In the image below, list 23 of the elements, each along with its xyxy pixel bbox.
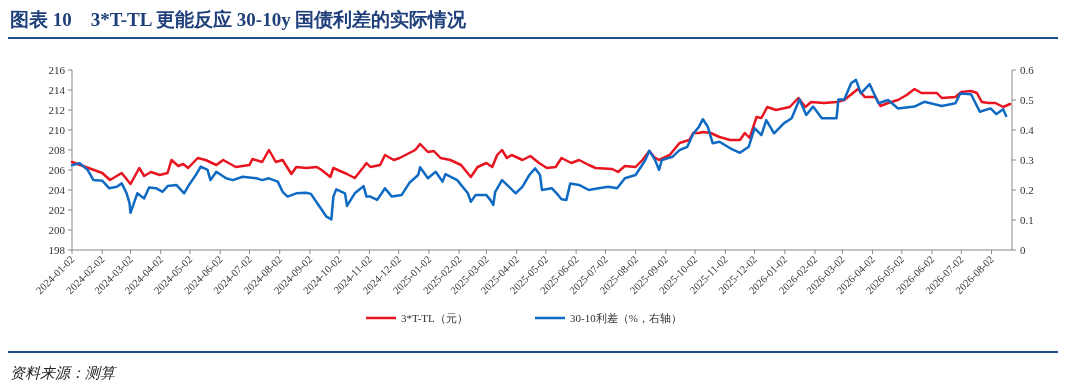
y2-tick-label: 0.6	[1020, 64, 1035, 76]
y-tick-label: 206	[48, 164, 66, 176]
y-tick-label: 214	[48, 84, 66, 96]
y-tick-label: 198	[48, 244, 66, 256]
y-tick-label: 210	[48, 124, 66, 136]
y-tick-label: 202	[48, 204, 65, 216]
y-tick-label: 216	[48, 64, 66, 76]
y-tick-label: 204	[48, 184, 66, 196]
y2-tick-label: 0.1	[1020, 214, 1034, 226]
legend-label: 30-10利差（%，右轴）	[570, 312, 682, 324]
line-series	[70, 87, 1012, 186]
y-tick-label: 208	[48, 144, 66, 156]
legend-label: 3*T-TL（元）	[401, 312, 468, 324]
text: 资料来源：测算	[10, 365, 118, 381]
y-tick-label: 212	[48, 104, 65, 116]
y-tick-label: 200	[48, 224, 66, 236]
y2-tick-label: 0.2	[1020, 184, 1034, 196]
y2-tick-label: 0.3	[1020, 154, 1035, 166]
y2-tick-label: 0.5	[1020, 94, 1035, 106]
y2-tick-label: 0.4	[1020, 124, 1035, 136]
chart-title: 图表 10 3*T-TL 更能反应 30-10y 国债利差的实际情况	[10, 9, 468, 30]
y2-tick-label: 0	[1020, 244, 1026, 256]
line-series	[70, 78, 1008, 221]
